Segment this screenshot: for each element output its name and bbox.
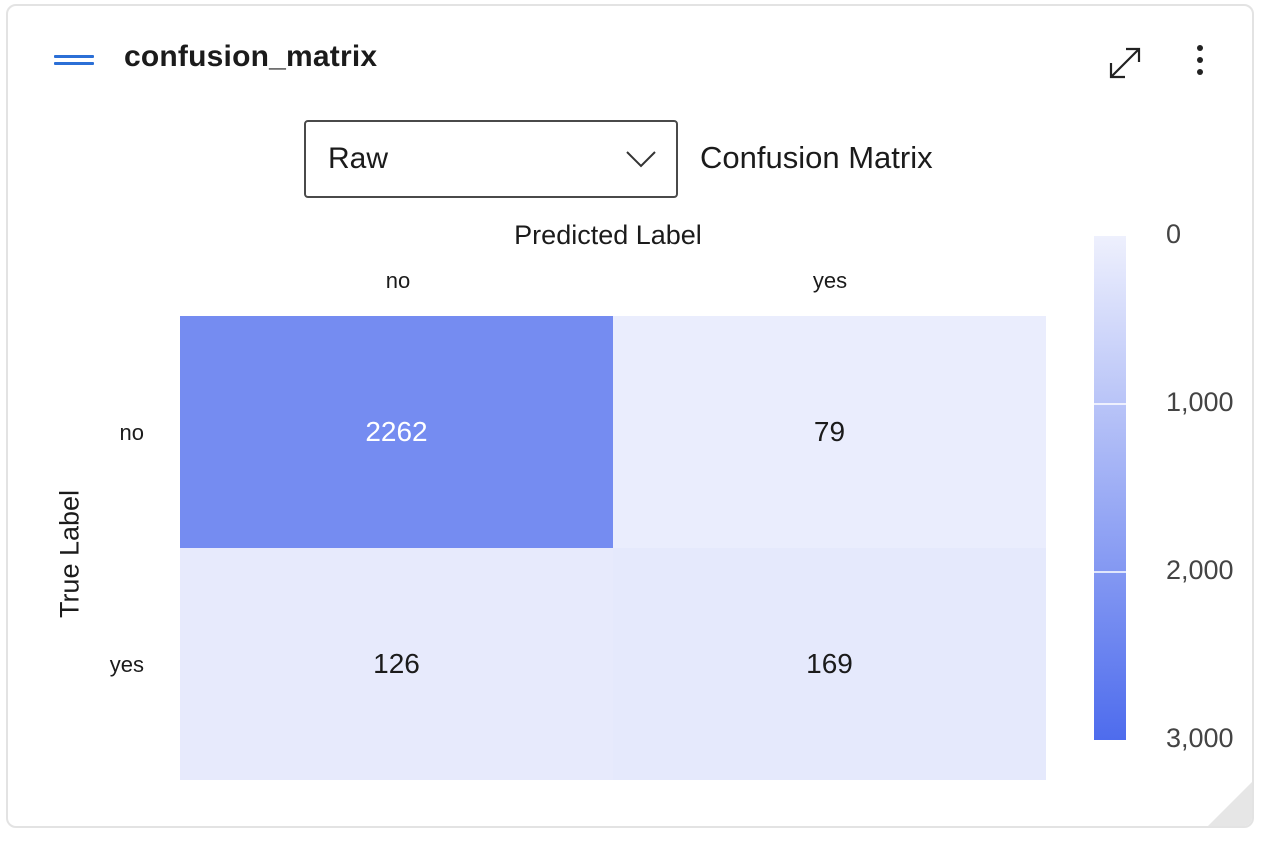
heatmap-cell-value: 79 bbox=[813, 416, 846, 447]
chart-title: Confusion Matrix bbox=[700, 140, 933, 175]
y-axis-title: True Label bbox=[54, 489, 85, 619]
heatmap-cell[interactable]: 126 bbox=[180, 548, 613, 780]
x-axis-title: Predicted Label bbox=[514, 220, 702, 250]
heatmap-cell[interactable]: 79 bbox=[613, 316, 1046, 548]
resize-corner-icon[interactable] bbox=[1208, 782, 1252, 826]
hamburger-icon[interactable] bbox=[54, 50, 96, 70]
normalization-dropdown[interactable]: Raw bbox=[304, 120, 678, 198]
dropdown-selected-value: Raw bbox=[328, 142, 389, 175]
color-scale-tick-label: 3,000 bbox=[1166, 723, 1234, 753]
color-scale-gradient bbox=[1094, 236, 1126, 740]
y-tick-label: no bbox=[119, 420, 144, 445]
color-scale-tick-label: 2,000 bbox=[1166, 555, 1234, 585]
color-scale-tick-label: 0 bbox=[1166, 219, 1182, 249]
heatmap-cell-value: 126 bbox=[373, 648, 420, 679]
heatmap-grid: 2262 79 126 169 bbox=[180, 316, 1046, 780]
y-tick-label: yes bbox=[109, 652, 144, 677]
color-scale-tick-label: 1,000 bbox=[1166, 387, 1234, 417]
color-scale-bar bbox=[1094, 236, 1126, 740]
expand-diagonal-icon[interactable] bbox=[1100, 38, 1148, 86]
chevron-down-icon bbox=[626, 151, 656, 168]
x-tick-label: no bbox=[385, 268, 411, 293]
heatmap-cell[interactable]: 2262 bbox=[180, 316, 613, 548]
confusion-matrix-panel: confusion_matrix Raw Confusion Matrix Pr… bbox=[6, 4, 1254, 828]
more-vertical-icon[interactable] bbox=[1182, 38, 1218, 86]
panel-title: confusion_matrix bbox=[124, 40, 378, 73]
heatmap-cell-value: 2262 bbox=[365, 416, 428, 447]
heatmap-cell[interactable]: 169 bbox=[613, 548, 1046, 780]
heatmap-cell-value: 169 bbox=[806, 648, 853, 679]
x-tick-label: yes bbox=[812, 268, 848, 293]
